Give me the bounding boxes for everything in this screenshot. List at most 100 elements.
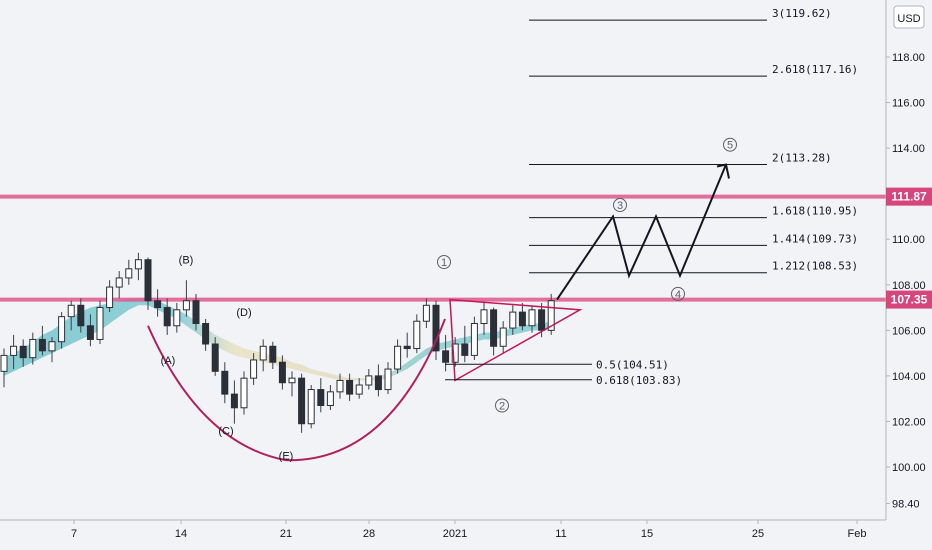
candle[interactable]	[451, 343, 459, 363]
candle[interactable]	[317, 389, 325, 406]
candle[interactable]	[19, 345, 27, 359]
candle[interactable]	[384, 368, 392, 391]
candle[interactable]	[134, 259, 142, 270]
candle[interactable]	[202, 323, 210, 345]
impulse-wave-circle	[671, 286, 685, 301]
currency-selector[interactable]: USD	[893, 5, 925, 29]
currency-label: USD	[897, 13, 920, 25]
price-axis-bg	[886, 0, 932, 520]
candle[interactable]	[461, 343, 469, 356]
candle[interactable]	[86, 325, 94, 340]
candle[interactable]	[509, 311, 517, 329]
candle[interactable]	[106, 286, 114, 309]
time-tick-label: Feb	[848, 528, 867, 540]
candle[interactable]	[173, 309, 181, 327]
candle[interactable]	[298, 377, 306, 425]
currency-box	[893, 5, 925, 29]
time-tick-label: 28	[363, 528, 375, 540]
price-tick-label: 118.00	[892, 52, 925, 64]
candle[interactable]	[182, 300, 190, 311]
fib-retracement-label: 0.618(103.83)	[596, 374, 682, 387]
candle[interactable]	[480, 309, 488, 325]
candle[interactable]	[442, 350, 450, 363]
time-axis[interactable]: 7 14 21 28 2021 11 15 25 Feb	[0, 519, 886, 540]
candle[interactable]	[547, 300, 555, 331]
candle[interactable]	[269, 345, 277, 363]
candle[interactable]	[518, 311, 526, 327]
fib-extension-label: 1.618(110.95)	[772, 205, 858, 218]
triangle-pattern[interactable]	[449, 298, 583, 382]
candle[interactable]	[538, 309, 546, 331]
candle[interactable]	[163, 307, 171, 327]
candle[interactable]	[10, 345, 18, 356]
candle[interactable]	[278, 361, 286, 384]
price-tick-label: 114.00	[892, 143, 925, 155]
candle[interactable]	[470, 323, 478, 356]
candle[interactable]	[230, 393, 238, 409]
impulse-wave-circle	[495, 398, 509, 413]
candle[interactable]	[211, 343, 219, 372]
correction-wave-label: (B)	[179, 255, 194, 267]
candle[interactable]	[67, 304, 75, 318]
candle[interactable]	[413, 320, 421, 350]
correction-wave-label: (A)	[161, 355, 176, 367]
candle[interactable]	[403, 345, 411, 350]
candle[interactable]	[250, 359, 258, 379]
candle[interactable]	[240, 377, 248, 409]
price-badge	[886, 290, 932, 309]
fib-extension-label: 3(119.62)	[772, 7, 832, 20]
correction-wave-label: (E)	[279, 451, 294, 463]
fib-extension-label: 2(113.28)	[772, 152, 832, 165]
cup-arc[interactable]	[147, 318, 446, 462]
candle[interactable]	[432, 304, 440, 352]
candle[interactable]	[307, 389, 315, 425]
candle[interactable]	[355, 384, 363, 395]
candle[interactable]	[154, 300, 162, 309]
candle[interactable]	[221, 370, 229, 395]
candle[interactable]	[192, 300, 200, 325]
candle[interactable]	[422, 304, 430, 322]
candle[interactable]	[288, 377, 296, 384]
price-tick-label: 106.00	[892, 325, 926, 337]
candle[interactable]	[125, 268, 133, 279]
price-tick-label: 108.00	[892, 280, 926, 292]
price-badge-label: 111.87	[891, 190, 927, 204]
candle[interactable]	[394, 345, 402, 370]
price-tick-label: 104.00	[892, 371, 926, 383]
price-tick-label: 98.40	[892, 498, 920, 510]
price-tick-label: 102.00	[892, 416, 926, 428]
candle[interactable]	[490, 309, 498, 347]
price-tick-label: 116.00	[892, 98, 925, 110]
time-tick-label: 25	[752, 528, 764, 540]
candle[interactable]	[326, 391, 334, 407]
plot-area[interactable]: 0.5(104.51) 0.618(103.83) 3(119.62) 2.618(1…	[0, 7, 886, 463]
candle[interactable]	[259, 345, 267, 361]
time-tick-label: 2021	[443, 528, 467, 540]
time-tick-label: 11	[555, 528, 566, 540]
candle[interactable]	[144, 259, 152, 302]
candle[interactable]	[29, 338, 37, 359]
candle[interactable]	[115, 277, 123, 288]
impulse-wave-label: 5	[727, 140, 733, 152]
impulse-wave-circle	[613, 198, 627, 213]
candle[interactable]	[48, 341, 56, 352]
candle[interactable]	[528, 309, 536, 327]
price-axis[interactable]: 118.00116.00114.00112.00110.00108.00106.…	[885, 0, 932, 520]
candle[interactable]	[336, 379, 344, 393]
price-badge-label: 107.35	[891, 293, 928, 307]
time-tick-label: 21	[280, 528, 292, 540]
fib-extension-label: 1.414(109.73)	[772, 232, 858, 245]
candle[interactable]	[38, 338, 46, 352]
candle[interactable]	[346, 379, 354, 395]
candle[interactable]	[0, 354, 8, 372]
candle[interactable]	[96, 307, 104, 340]
candle[interactable]	[58, 316, 66, 343]
candle[interactable]	[77, 304, 85, 327]
candle[interactable]	[374, 375, 382, 391]
projection-path[interactable]	[556, 164, 727, 301]
time-tick-label: 15	[641, 528, 653, 540]
candle[interactable]	[365, 375, 373, 386]
candle[interactable]	[499, 327, 507, 347]
